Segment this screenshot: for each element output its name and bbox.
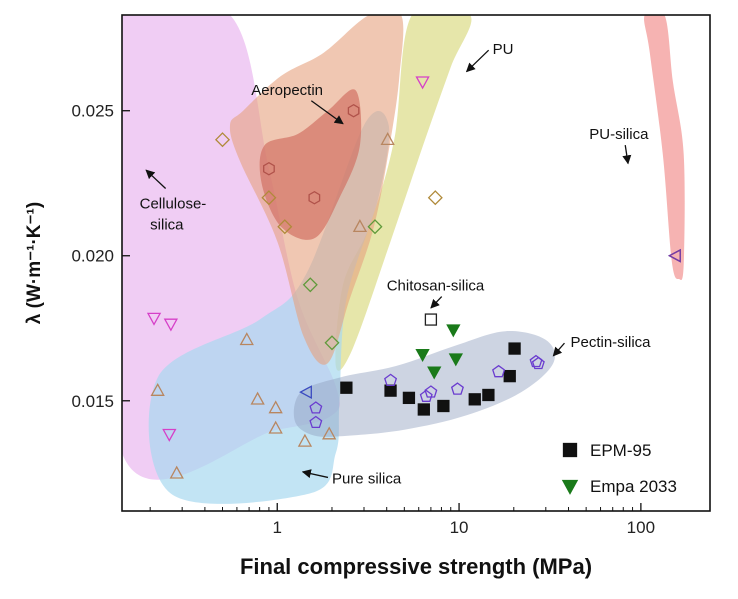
series-pentagon-6a3ccf — [309, 354, 545, 429]
legend-label: Empa 2033 — [590, 477, 677, 496]
marker-pentagon — [309, 401, 323, 414]
series-triangle-up-b88660 — [150, 132, 395, 479]
marker-hexagon — [308, 190, 321, 205]
marker-triangle-down — [427, 366, 442, 380]
annotation-arrow — [310, 100, 344, 125]
series-empa-2033 — [415, 324, 464, 380]
marker-triangle-down — [561, 479, 579, 495]
marker-triangle-down — [448, 353, 464, 367]
marker-square — [384, 384, 397, 397]
marker-triangle-up — [352, 219, 368, 233]
marker-triangle-up — [169, 465, 184, 479]
region-pu — [335, 15, 472, 371]
series-diamond-5f9a3a — [302, 219, 383, 351]
marker-diamond — [324, 335, 340, 351]
marker-triangle-up — [321, 426, 337, 440]
marker-triangle-down — [146, 312, 162, 326]
marker-diamond — [277, 219, 293, 235]
marker-pentagon — [492, 364, 506, 378]
marker-triangle-down — [415, 76, 430, 90]
marker-pentagon — [531, 356, 545, 370]
marker-triangle-down — [162, 428, 177, 442]
marker-triangle-down — [163, 318, 178, 332]
marker-square — [468, 393, 481, 406]
marker-square — [402, 391, 416, 405]
marker-pentagon — [309, 415, 323, 429]
marker-triangle-up — [268, 400, 283, 414]
annotation-label: Pectin-silica — [570, 334, 651, 351]
series-triangle-left-7a3aa0 — [668, 248, 681, 263]
annotation-label: silica — [150, 217, 184, 234]
series-hexagon-b0524a — [263, 103, 360, 205]
marker-triangle-up — [268, 420, 283, 434]
marker-triangle-up — [239, 332, 254, 346]
series-diamond-b08a3a — [214, 132, 443, 235]
marker-square — [424, 313, 438, 326]
region-pectin-silica — [293, 331, 556, 437]
annotation-label: PU — [493, 41, 514, 58]
marker-triangle-up — [380, 132, 395, 146]
series-triangle-down-d640c8 — [146, 76, 430, 442]
marker-square — [417, 403, 430, 416]
annotations: Aeropectin PU PU-silica Cellulose-silica Chi… — [140, 41, 652, 487]
marker-triangle-up — [297, 433, 313, 447]
marker-square — [340, 381, 353, 394]
marker-diamond — [367, 219, 383, 235]
marker-square — [437, 399, 450, 413]
marker-diamond — [261, 190, 277, 206]
marker-triangle-left — [668, 248, 681, 263]
marker-triangle-down — [446, 324, 461, 338]
x-axis-label: Final compressive strength (MPa) — [240, 554, 592, 579]
marker-square — [508, 342, 521, 355]
x-tick-label: 1 — [273, 518, 282, 537]
plot-frame — [121, 14, 711, 512]
x-tick-label: 10 — [450, 518, 469, 537]
annotation-arrow — [430, 296, 443, 309]
marker-square — [482, 388, 495, 402]
y-tick-label: 0.020 — [71, 247, 114, 266]
y-tick-label: 0.015 — [71, 392, 114, 411]
y-tick-label: 0.025 — [71, 102, 114, 121]
marker-triangle-down — [415, 349, 430, 363]
marker-hexagon — [347, 103, 360, 118]
marker-diamond — [214, 132, 231, 148]
shaded-regions — [122, 15, 685, 504]
marker-pentagon — [384, 373, 398, 387]
marker-diamond — [302, 277, 318, 293]
annotation-label: Chitosan-silica — [387, 278, 485, 295]
marker-pentagon — [424, 385, 438, 398]
region-aeropectin — [259, 89, 362, 240]
y-axis-label: λ (W·m⁻¹·K⁻¹) — [24, 202, 45, 324]
marker-hexagon — [263, 161, 275, 176]
annotation-arrow — [465, 49, 490, 73]
marker-pentagon — [450, 382, 464, 395]
legend: EPM-95 Empa 2033 — [561, 441, 677, 496]
annotation-arrow — [622, 145, 632, 165]
marker-square — [562, 442, 578, 458]
legend-label: EPM-95 — [590, 441, 651, 460]
data-markers — [146, 76, 681, 479]
annotation-label: Aeropectin — [251, 82, 323, 99]
marker-triangle-up — [250, 391, 265, 405]
marker-square — [503, 369, 516, 383]
marker-triangle-left — [299, 385, 312, 399]
annotation-label: PU-silica — [589, 126, 649, 143]
marker-pentagon — [419, 389, 433, 402]
marker-diamond — [427, 190, 443, 206]
annotation-arrow — [552, 342, 565, 357]
annotation-label: Cellulose- — [140, 195, 207, 212]
region-pure-silica — [148, 111, 390, 504]
x-tick-label: 100 — [627, 518, 655, 537]
annotation-label: Pure silica — [332, 470, 402, 487]
axis-ticks: 1 10 100 0.015 0.020 0.025 — [71, 102, 655, 537]
marker-triangle-up — [150, 382, 165, 396]
annotation-arrow — [145, 169, 167, 189]
region-pu-silica — [644, 15, 685, 281]
annotation-arrow — [301, 469, 329, 479]
series-square-222222 — [424, 313, 438, 326]
series-epm-95 — [340, 342, 521, 416]
